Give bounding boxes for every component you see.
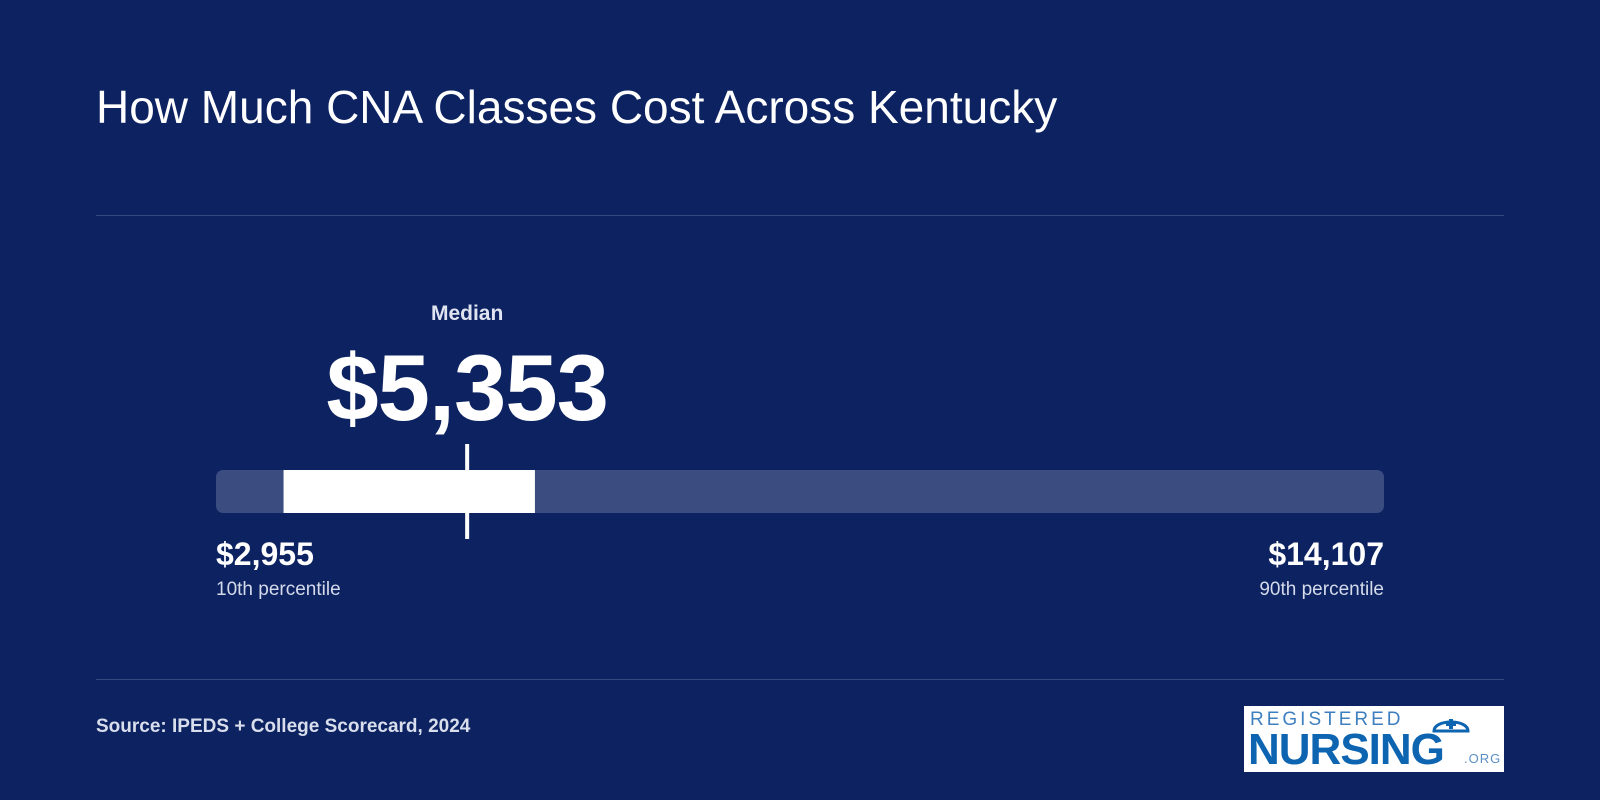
high-value: $14,107 bbox=[1268, 536, 1384, 572]
high-stat: $14,107 90th percentile bbox=[1259, 535, 1384, 603]
highlight-range-bar bbox=[283, 470, 535, 513]
median-value: $5,353 bbox=[326, 335, 609, 440]
registered-nursing-logo: REGISTERED NURSING .ORG bbox=[1244, 706, 1504, 772]
low-stat: $2,955 10th percentile bbox=[216, 535, 341, 603]
logo-nursing-text: NURSING bbox=[1248, 725, 1445, 774]
logo-org-text: .ORG bbox=[1464, 751, 1502, 766]
logo-registered-text: REGISTERED bbox=[1250, 709, 1404, 730]
source-note: Source: IPEDS + College Scorecard, 2024 bbox=[96, 716, 471, 737]
page-title: How Much CNA Classes Cost Across Kentuck… bbox=[96, 81, 1058, 133]
median-label: Median bbox=[430, 302, 504, 325]
bottom-divider bbox=[96, 679, 1504, 680]
nurse-cap-icon bbox=[1432, 719, 1470, 733]
top-divider bbox=[96, 215, 1504, 216]
high-label: 90th percentile bbox=[1259, 579, 1384, 600]
low-label: 10th percentile bbox=[216, 579, 341, 600]
low-value: $2,955 bbox=[216, 536, 314, 572]
